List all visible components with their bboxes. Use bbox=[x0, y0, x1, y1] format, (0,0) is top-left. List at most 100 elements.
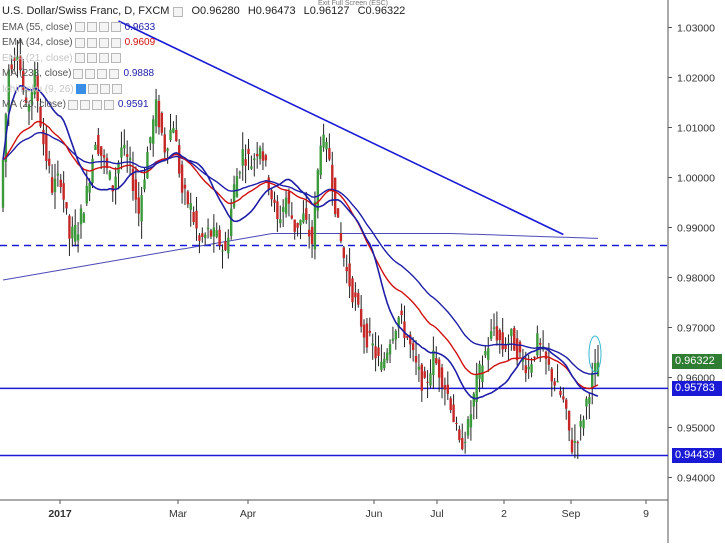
candle-down bbox=[547, 358, 551, 365]
price-tag: 0.95783 bbox=[672, 380, 722, 396]
candle-down bbox=[524, 365, 527, 374]
eye-icon[interactable] bbox=[73, 68, 84, 79]
candle-up bbox=[203, 234, 207, 239]
candle-up bbox=[380, 361, 383, 370]
candle-up bbox=[371, 343, 374, 346]
candle-up bbox=[169, 129, 172, 141]
legend-item[interactable]: EMA (21, close) bbox=[2, 51, 410, 67]
candle-up bbox=[79, 208, 83, 225]
format-icon[interactable] bbox=[98, 22, 109, 33]
candle-up bbox=[281, 207, 285, 212]
legend-item-label: MA (233, close) bbox=[2, 68, 72, 79]
legend-item[interactable]: Ichimoku (9, 26) bbox=[2, 82, 410, 98]
symbol-settings-icon[interactable] bbox=[173, 6, 184, 17]
close-icon[interactable] bbox=[110, 53, 121, 64]
format-icon[interactable] bbox=[97, 68, 108, 79]
candle-down bbox=[296, 223, 299, 228]
settings-icon[interactable] bbox=[79, 99, 90, 110]
candle-up bbox=[478, 363, 481, 379]
candle-up bbox=[510, 328, 513, 337]
ohlc-values: O0.96280 H0.96473 L0.96127 C0.96322 bbox=[191, 4, 410, 20]
format-icon[interactable] bbox=[99, 84, 110, 95]
candle-down bbox=[13, 57, 16, 62]
candle-up bbox=[146, 151, 149, 179]
candle-up bbox=[82, 213, 86, 223]
candle-down bbox=[137, 197, 140, 214]
candle-down bbox=[533, 356, 536, 358]
candle-up bbox=[316, 169, 320, 211]
legend-item[interactable]: MA (20, close) 0.9591 bbox=[2, 97, 410, 113]
candle-up bbox=[593, 363, 597, 373]
candle-down bbox=[192, 211, 195, 223]
x-tick-label: Jun bbox=[366, 508, 383, 520]
eye-icon[interactable] bbox=[74, 53, 85, 64]
candle-down bbox=[305, 208, 308, 220]
candle-up bbox=[397, 317, 400, 328]
legend-title-row: U.S. Dollar/Swiss Franc, D, FXCM O0.9628… bbox=[2, 4, 410, 20]
y-tick-label: 1.03000 bbox=[677, 23, 715, 35]
close-icon[interactable] bbox=[111, 84, 122, 95]
candle-up bbox=[388, 344, 392, 355]
format-icon[interactable] bbox=[98, 53, 109, 64]
eye-icon[interactable] bbox=[74, 37, 85, 48]
format-icon[interactable] bbox=[91, 99, 102, 110]
legend: U.S. Dollar/Swiss Franc, D, FXCM O0.9628… bbox=[2, 4, 410, 113]
exit-fullscreen-button[interactable]: Exit Full Screen (ESC) bbox=[318, 0, 389, 7]
candle-up bbox=[585, 398, 588, 407]
x-tick-label: 2017 bbox=[48, 508, 72, 520]
candle-down bbox=[65, 202, 68, 209]
candle-down bbox=[48, 158, 51, 166]
x-tick-label: 2 bbox=[501, 508, 507, 520]
candle-up bbox=[429, 373, 432, 386]
candle-down bbox=[201, 233, 204, 237]
candle-up bbox=[385, 352, 389, 361]
settings-icon[interactable] bbox=[86, 22, 97, 33]
y-tick-label: 0.99000 bbox=[677, 223, 715, 235]
settings-icon[interactable] bbox=[86, 53, 97, 64]
ma-233-line bbox=[2, 233, 599, 281]
format-icon[interactable] bbox=[98, 37, 109, 48]
candle-down bbox=[111, 185, 114, 192]
candle-down bbox=[270, 190, 273, 200]
candle-up bbox=[114, 176, 117, 189]
candle-up bbox=[227, 237, 230, 254]
candle-down bbox=[125, 154, 129, 157]
candle-down bbox=[411, 343, 415, 351]
settings-icon[interactable] bbox=[87, 84, 98, 95]
candle-down bbox=[437, 359, 441, 378]
candle-up bbox=[241, 149, 244, 166]
candle-up bbox=[74, 224, 77, 242]
candle-up bbox=[319, 145, 322, 175]
legend-item[interactable]: EMA (34, close) 0.9609 bbox=[2, 35, 410, 51]
candle-down bbox=[420, 364, 424, 391]
candle-up bbox=[507, 342, 510, 345]
settings-icon[interactable] bbox=[85, 68, 96, 79]
eye-icon[interactable] bbox=[74, 22, 85, 33]
y-tick-label: 1.00000 bbox=[677, 173, 715, 185]
eye-icon[interactable] bbox=[75, 84, 86, 95]
close-icon[interactable] bbox=[109, 68, 120, 79]
candle-up bbox=[120, 147, 123, 158]
legend-item[interactable]: EMA (55, close) 0.9633 bbox=[2, 20, 410, 36]
candle-down bbox=[293, 219, 296, 232]
candle-down bbox=[195, 210, 198, 229]
candle-down bbox=[42, 129, 45, 145]
y-tick-label: 0.98000 bbox=[677, 273, 715, 285]
legend-item[interactable]: MA (233, close) 0.9888 bbox=[2, 66, 410, 82]
close-icon[interactable] bbox=[110, 22, 121, 33]
close-icon[interactable] bbox=[103, 99, 114, 110]
candle-up bbox=[530, 364, 533, 373]
candle-down bbox=[19, 55, 22, 71]
close-icon[interactable] bbox=[110, 37, 121, 48]
eye-icon[interactable] bbox=[67, 99, 78, 110]
candle-down bbox=[290, 215, 294, 219]
legend-item-value: 0.9609 bbox=[124, 37, 156, 48]
x-tick-label: 9 bbox=[643, 508, 649, 520]
candle-up bbox=[258, 147, 262, 159]
candle-up bbox=[143, 179, 146, 190]
settings-icon[interactable] bbox=[86, 37, 97, 48]
candle-down bbox=[134, 179, 138, 200]
candle-up bbox=[492, 327, 496, 329]
legend-item-value: 0.9888 bbox=[123, 68, 155, 79]
